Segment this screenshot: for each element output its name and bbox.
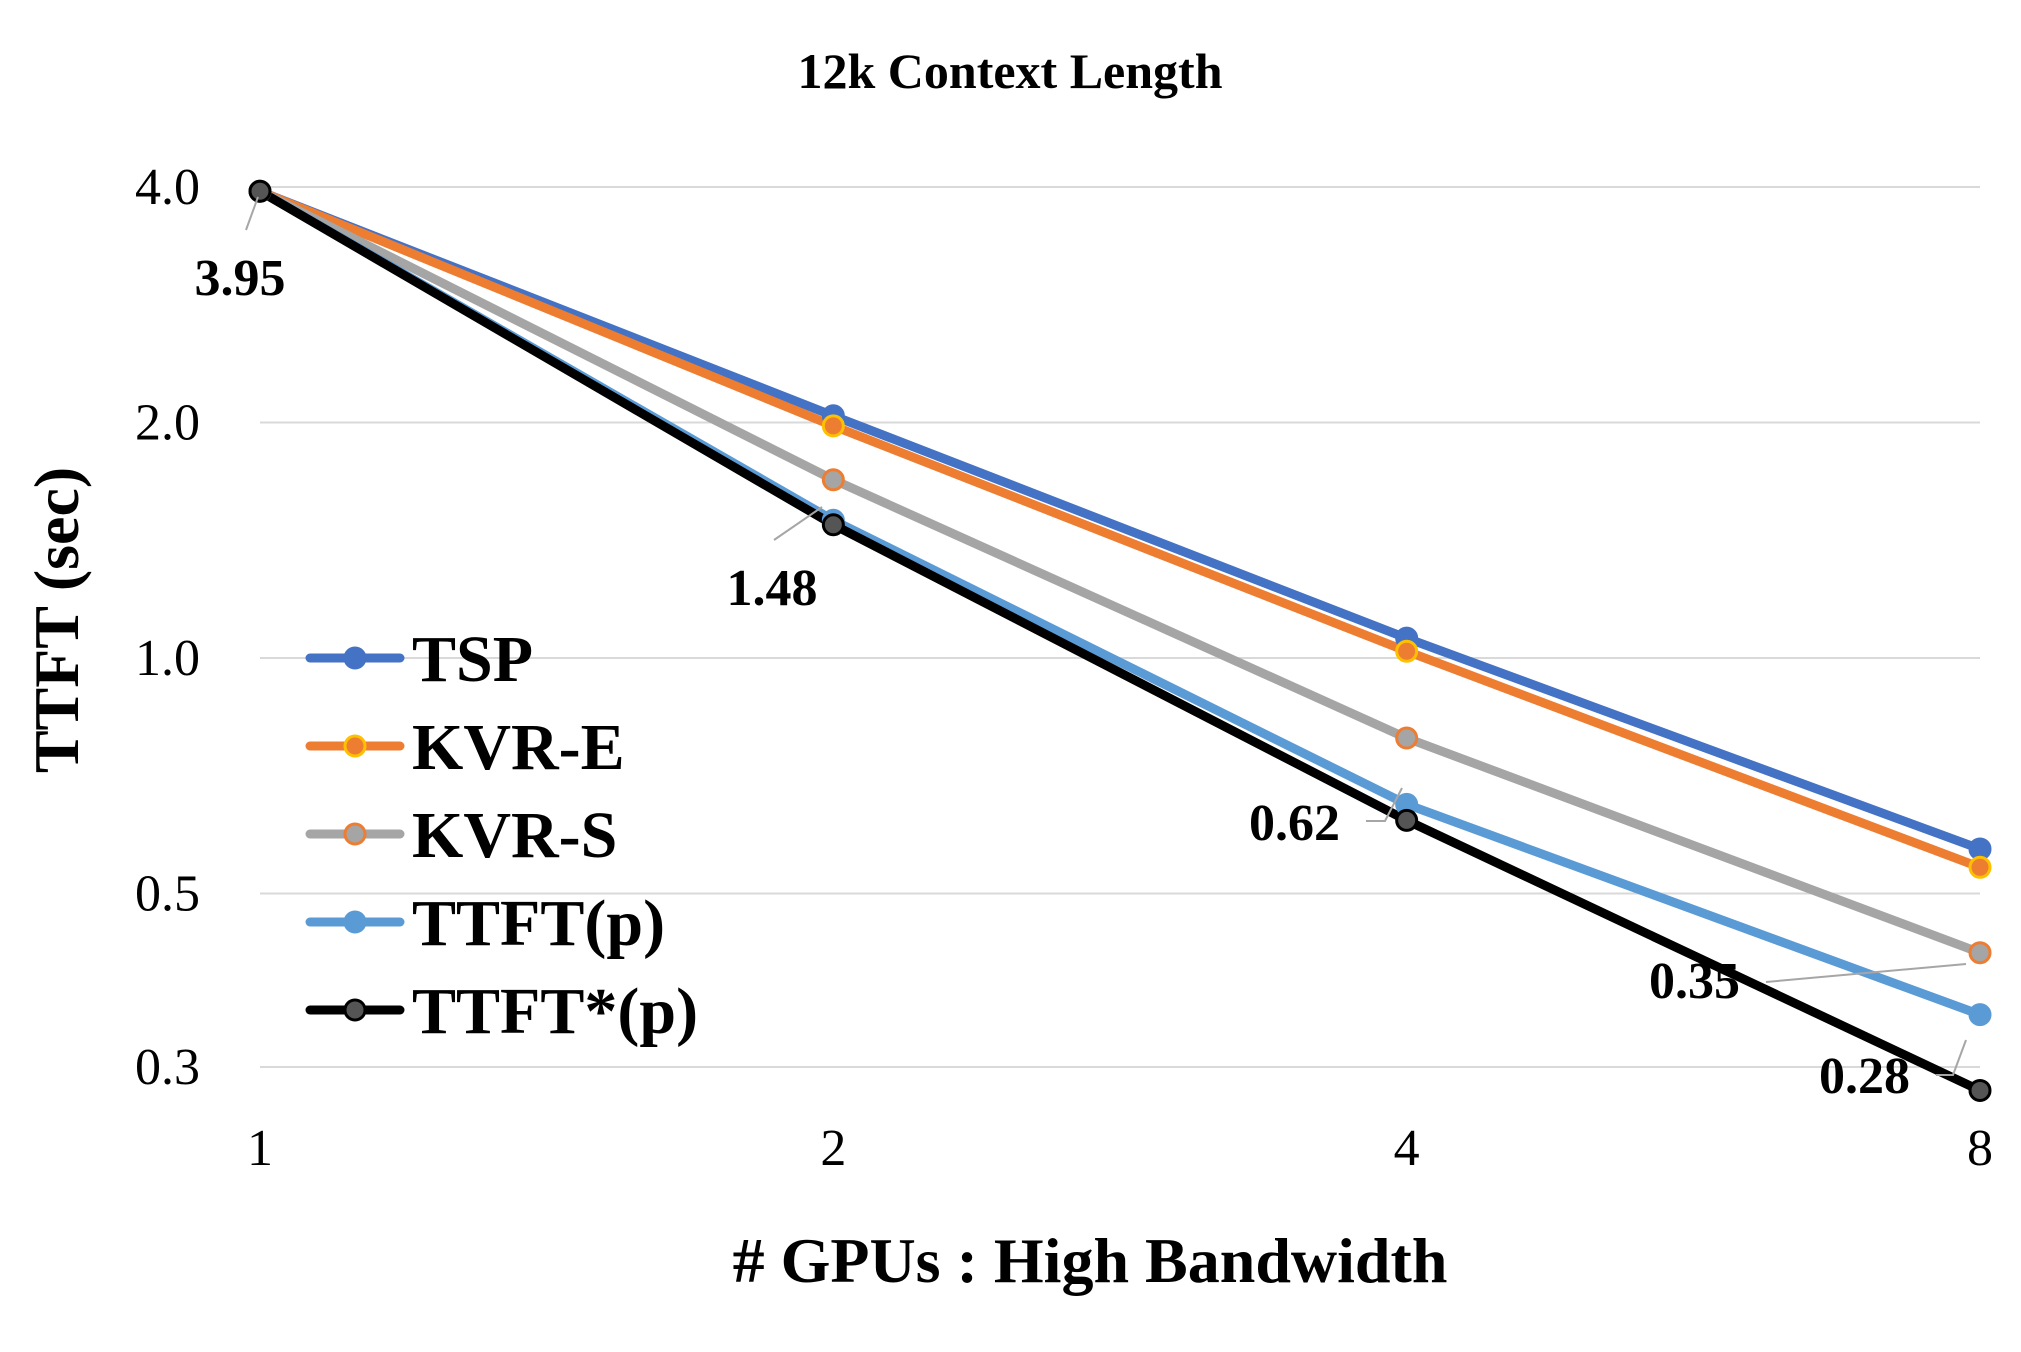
data-point-ttft-p [1968,1078,1992,1102]
y-tick-label: 4.0 [135,159,200,216]
x-tick-label: 4 [1394,1120,1420,1177]
series-line-ttft-p [255,186,1985,1095]
data-label: 1.48 [727,560,818,617]
y-axis-label: TTFT (sec) [21,467,92,773]
legend-swatch-marker-ttft-p [343,998,367,1022]
legend-swatch-marker-tsp [343,646,367,670]
legend-label-ttft-p: TTFT*(p) [412,975,698,1048]
y-tick-label: 1.0 [135,630,200,687]
data-label: 0.62 [1249,795,1340,852]
data-label-leader-line [773,506,823,541]
legend-label-kvr-s: KVR-S [412,799,617,872]
data-point-kvr-e [821,414,845,438]
data-point-ttft-p [248,179,272,203]
legend-label-ttft-p: TTFT(p) [412,887,665,960]
series-line-tsp [255,186,1985,854]
data-label: 3.95 [195,250,286,307]
y-tick-label: 0.3 [135,1039,200,1096]
data-labels: 3.95 1.48 0.62 0.35 0.28 [195,196,1967,1105]
x-axis-label: # GPUs : High Bandwidth [733,1225,1448,1296]
legend-swatch-marker-kvr-e [343,734,367,758]
legend-swatch-marker-ttft-p [343,910,367,934]
series-line-kvr-s [255,186,1985,958]
data-point-kvr-e [1968,855,1992,879]
series-group [248,179,1992,1102]
data-point-kvr-s [821,468,845,492]
legend-label-kvr-e: KVR-E [412,711,625,784]
data-point-ttft-p [1395,808,1419,832]
x-tick-label: 8 [1967,1120,1993,1177]
data-point-ttft-p [1968,1003,1992,1027]
x-tick-label: 2 [820,1120,846,1177]
y-tick-label: 0.5 [135,865,200,922]
legend-label-tsp: TSP [412,623,533,696]
series-line-kvr-e [255,186,1985,872]
data-point-kvr-s [1968,941,1992,965]
data-label-leader-line [245,196,259,231]
legend: TSP KVR-E KVR-S TTFT(p) TTFT*(p) [305,623,698,1048]
data-point-kvr-e [1395,639,1419,663]
data-label-leader-line [1936,1039,1967,1076]
data-label-leader-line [1765,963,1967,983]
data-label-leader-line [1366,787,1403,822]
data-point-kvr-s [1395,726,1419,750]
x-axis-ticks: 1 2 4 8 [247,1120,1993,1177]
data-label: 0.35 [1649,953,1740,1010]
x-tick-label: 1 [247,1120,273,1177]
chart-title: 12k Context Length [797,43,1222,99]
data-point-ttft-p [821,513,845,537]
y-tick-label: 2.0 [135,394,200,451]
legend-swatch-marker-kvr-s [343,822,367,846]
data-label: 0.28 [1819,1048,1910,1105]
y-axis-ticks: 0.3 0.5 1.0 2.0 4.0 [135,159,200,1096]
